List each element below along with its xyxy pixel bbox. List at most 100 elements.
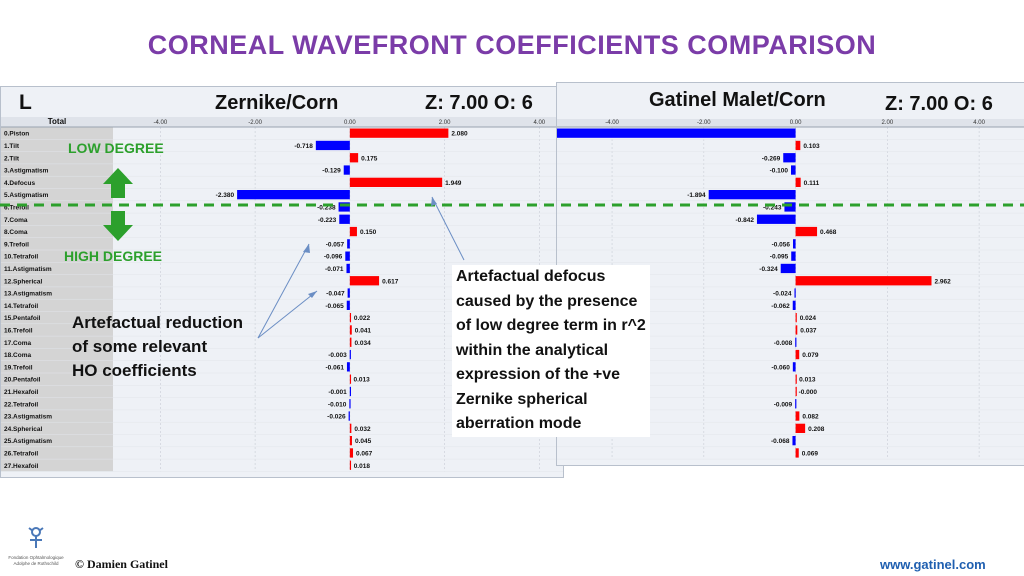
bar bbox=[795, 411, 800, 421]
data-label: 0.617 bbox=[382, 278, 399, 285]
right-annotation-line: of low degree term in r^2 bbox=[456, 317, 646, 334]
bar bbox=[349, 460, 352, 470]
category-label: 12.Spherical bbox=[4, 278, 42, 285]
x-tick-label: 4.00 bbox=[973, 120, 985, 126]
data-label: -0.062 bbox=[771, 303, 790, 310]
bar bbox=[315, 140, 350, 151]
category-label: 26.Tetrafoil bbox=[4, 450, 38, 457]
data-label: -0.009 bbox=[774, 401, 793, 408]
data-label: 0.175 bbox=[361, 155, 378, 162]
data-label: -0.269 bbox=[762, 155, 781, 162]
data-label: -0.129 bbox=[322, 168, 341, 175]
copyright-text: © Damien Gatinel bbox=[75, 557, 168, 571]
arrowhead-2 bbox=[308, 291, 317, 298]
bar bbox=[349, 337, 352, 347]
right-annotation-line: caused by the presence bbox=[456, 292, 638, 310]
category-label: 24.Spherical bbox=[4, 426, 42, 433]
bar bbox=[346, 263, 350, 274]
bar bbox=[349, 448, 354, 458]
logo-text-line: Adolphe de Rothschild bbox=[13, 561, 59, 566]
zernike-chart: Total -4.00 -2.00 0.00 2.00 4.00 0.Piston 2.080… bbox=[1, 117, 563, 472]
data-label: -0.010 bbox=[328, 401, 347, 408]
right-method-title: Gatinel Malet/Corn bbox=[649, 89, 826, 111]
data-label: -0.061 bbox=[326, 364, 345, 371]
bar bbox=[346, 300, 350, 310]
data-label: -0.100 bbox=[770, 168, 789, 175]
website-link[interactable]: www.gatinel.com bbox=[880, 557, 986, 572]
bar bbox=[349, 399, 351, 409]
bar bbox=[349, 374, 352, 384]
axis-header-strip bbox=[1, 117, 563, 127]
foundation-logo: Fondation Ophtalmologique Adolphe de Rot… bbox=[6, 520, 66, 572]
bar bbox=[237, 190, 350, 200]
bar bbox=[794, 288, 796, 298]
bar bbox=[349, 386, 351, 397]
bar bbox=[343, 165, 350, 175]
data-label: 0.013 bbox=[799, 377, 816, 384]
bar bbox=[349, 349, 351, 360]
data-label: -0.065 bbox=[325, 303, 344, 310]
category-label: 15.Pentafoil bbox=[4, 315, 41, 322]
data-label: -0.026 bbox=[327, 414, 346, 421]
right-params: Z: 7.00 O: 6 bbox=[885, 93, 993, 115]
bar bbox=[784, 202, 796, 212]
logo-icon bbox=[28, 527, 44, 548]
left-params: Z: 7.00 O: 6 bbox=[425, 92, 533, 114]
bar bbox=[349, 313, 352, 323]
data-label: -0.047 bbox=[326, 291, 345, 298]
bar bbox=[795, 399, 797, 409]
category-label: 3.Astigmatism bbox=[4, 168, 49, 175]
bar bbox=[557, 128, 796, 138]
arrow-line-3 bbox=[431, 196, 465, 261]
data-label: -0.057 bbox=[326, 241, 345, 248]
category-label: 23.Astigmatism bbox=[4, 414, 52, 421]
bar bbox=[347, 239, 350, 249]
category-label: 7.Coma bbox=[4, 217, 28, 224]
data-label: 0.208 bbox=[808, 426, 825, 433]
right-annotation-line: Artefactual defocus bbox=[456, 268, 606, 285]
data-label: -2.380 bbox=[216, 192, 235, 199]
category-label: 16.Trefoil bbox=[4, 327, 33, 334]
category-label: 6.Trefoil bbox=[4, 204, 29, 211]
bar bbox=[795, 313, 797, 323]
data-label: 2.962 bbox=[934, 278, 951, 285]
data-label: 0.041 bbox=[355, 327, 372, 334]
category-label: 27.Hexafoil bbox=[4, 463, 39, 470]
arrowhead-3 bbox=[431, 197, 437, 206]
category-label: 13.Astigmatism bbox=[4, 291, 52, 298]
data-label: 0.150 bbox=[360, 229, 377, 236]
bar bbox=[348, 411, 350, 421]
bar bbox=[791, 165, 796, 175]
low-degree-label: LOW DEGREE bbox=[68, 140, 164, 156]
x-tick-label: -4.00 bbox=[154, 120, 168, 126]
left-annotation-line: of some relevant bbox=[72, 337, 208, 356]
category-label: 5.Astigmatism bbox=[4, 192, 49, 199]
data-label: 0.032 bbox=[354, 426, 371, 433]
category-label: 20.Pentafoil bbox=[4, 377, 41, 384]
bar bbox=[345, 251, 350, 261]
data-label: -0.842 bbox=[736, 217, 755, 224]
high-degree-label: HIGH DEGREE bbox=[64, 248, 163, 264]
data-label: 0.022 bbox=[354, 315, 371, 322]
data-label: 0.037 bbox=[800, 327, 817, 334]
bar bbox=[795, 349, 800, 360]
category-label: 14.Tetrafoil bbox=[4, 303, 38, 310]
category-label: 19.Trefoil bbox=[4, 364, 33, 371]
axis-header-strip bbox=[557, 119, 1024, 127]
arrowhead-1 bbox=[303, 244, 310, 253]
left-annotation-line: Artefactual reduction bbox=[72, 313, 243, 332]
bar bbox=[346, 362, 350, 372]
bar bbox=[795, 423, 806, 433]
eye-label: L bbox=[19, 91, 32, 114]
bar bbox=[792, 436, 796, 446]
category-label: 10.Tetrafoil bbox=[4, 254, 38, 261]
bar bbox=[783, 153, 796, 163]
category-label: 8.Coma bbox=[4, 229, 28, 236]
data-label: -0.024 bbox=[773, 291, 792, 298]
category-label: 9.Trefoil bbox=[4, 241, 29, 248]
data-label: -0.001 bbox=[328, 389, 347, 396]
data-label: 2.080 bbox=[451, 131, 468, 138]
left-annotation-line: HO coefficients bbox=[72, 361, 197, 380]
x-tick-label: -4.00 bbox=[605, 120, 619, 126]
bar bbox=[339, 214, 350, 224]
